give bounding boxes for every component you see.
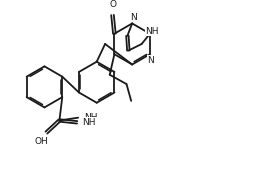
Text: NH: NH bbox=[84, 113, 97, 122]
Text: N: N bbox=[130, 13, 136, 22]
Text: N: N bbox=[147, 56, 154, 65]
Text: OH: OH bbox=[35, 137, 49, 146]
Text: NH: NH bbox=[82, 118, 96, 127]
Text: NH: NH bbox=[145, 27, 159, 36]
Text: O: O bbox=[109, 0, 116, 8]
